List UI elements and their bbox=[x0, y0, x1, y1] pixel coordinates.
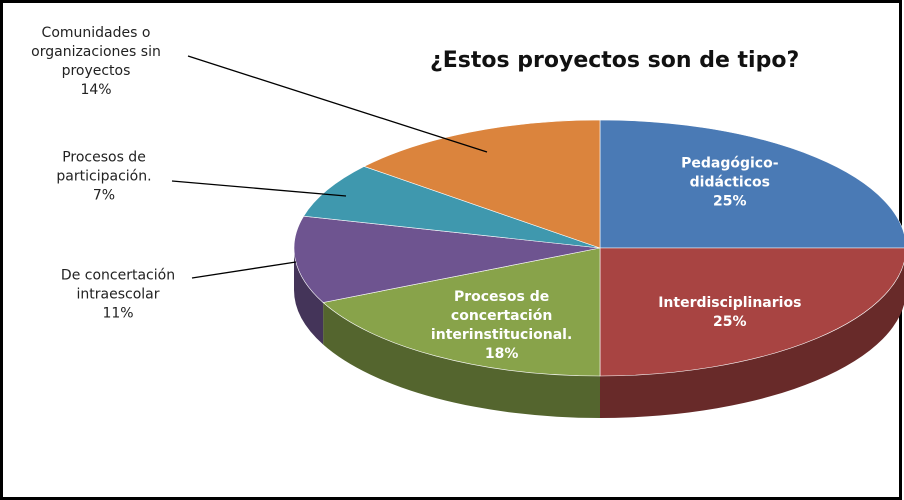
slice-label: Pedagógico-didácticos 25% bbox=[650, 154, 810, 211]
slice bbox=[303, 166, 601, 249]
category-label: Procesos de participación. bbox=[56, 149, 152, 185]
leader-line bbox=[187, 55, 488, 153]
slice-side bbox=[294, 248, 324, 345]
slice-label: De concertación intraescolar 11% bbox=[53, 267, 183, 324]
value-label: 18% bbox=[484, 345, 519, 362]
category-label: De concertación intraescolar bbox=[60, 267, 176, 303]
slice-side bbox=[600, 262, 904, 418]
leader-line bbox=[191, 261, 297, 279]
category-label: Interdisciplinarios bbox=[658, 295, 802, 312]
value-label: 7% bbox=[92, 187, 116, 204]
slice bbox=[363, 119, 601, 249]
value-label: 25% bbox=[713, 314, 747, 331]
slice bbox=[322, 247, 601, 377]
slice-label: Procesos de concertación interinstitucio… bbox=[422, 288, 582, 364]
category-label: Procesos de concertación interinstitucio… bbox=[430, 288, 573, 343]
leader-line bbox=[171, 180, 347, 197]
slice bbox=[599, 247, 904, 377]
value-label: 14% bbox=[80, 82, 112, 98]
slice-side bbox=[323, 302, 600, 418]
slice-label: Procesos de participación. 7% bbox=[39, 149, 169, 206]
slice bbox=[599, 119, 904, 249]
slice-label: Interdisciplinarios 25% bbox=[650, 294, 810, 332]
chart-title: ¿Estos proyectos son de tipo? bbox=[430, 48, 800, 73]
category-label: Comunidades o organizaciones sin proyect… bbox=[31, 25, 161, 79]
slice-label: Comunidades o organizaciones sin proyect… bbox=[30, 24, 162, 100]
category-label: Pedagógico-didácticos bbox=[681, 155, 779, 191]
value-label: 11% bbox=[102, 305, 134, 322]
value-label: 25% bbox=[713, 193, 747, 210]
slice bbox=[293, 215, 601, 303]
